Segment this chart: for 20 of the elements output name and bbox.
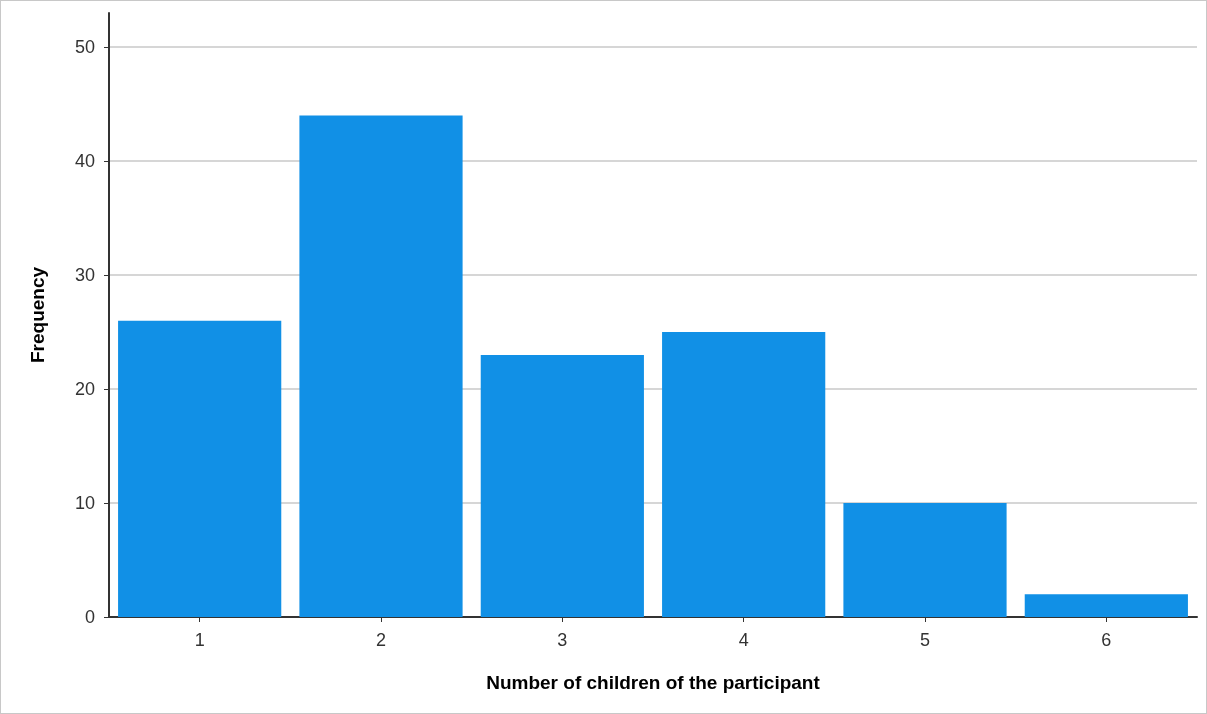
y-axis-title: Frequency xyxy=(27,266,48,364)
bar xyxy=(299,115,463,617)
y-tick-label: 10 xyxy=(74,493,95,514)
y-tick-label: 20 xyxy=(74,379,95,400)
bar xyxy=(480,354,644,617)
x-tick-label: 4 xyxy=(738,630,749,650)
x-tick-label: 2 xyxy=(375,630,387,650)
bar xyxy=(843,503,1007,617)
x-axis-title: Number of children of the participant xyxy=(486,672,821,693)
y-tick-label: 50 xyxy=(74,37,95,58)
y-tick-label: 40 xyxy=(74,151,95,172)
x-tick-label: 1 xyxy=(194,630,205,650)
bar xyxy=(662,332,826,617)
bar xyxy=(1024,594,1188,617)
bar xyxy=(118,320,282,617)
x-tick-label: 6 xyxy=(1101,630,1112,650)
x-tick-label: 5 xyxy=(919,630,931,650)
y-tick-label: 0 xyxy=(84,607,95,627)
y-tick-label: 30 xyxy=(74,265,95,286)
x-tick-label: 3 xyxy=(557,630,568,650)
